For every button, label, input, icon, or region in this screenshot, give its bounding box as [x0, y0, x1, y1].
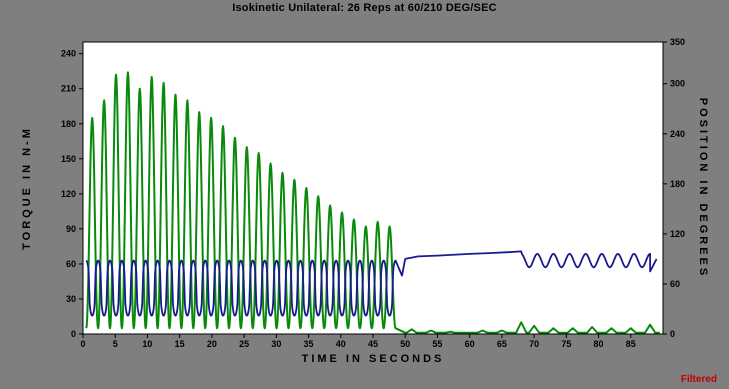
y-tick-label: 180: [61, 119, 76, 129]
y-tick-label: 60: [66, 259, 76, 269]
y-tick-label: 90: [66, 224, 76, 234]
y-tick-label: 30: [66, 294, 76, 304]
y2-tick-label: 300: [670, 79, 685, 89]
x-tick-label: 65: [497, 339, 507, 349]
plot-area: [83, 42, 663, 334]
x-axis-label: TIME IN SECONDS: [302, 353, 445, 365]
y-tick-label: 210: [61, 84, 76, 94]
y-tick-label: 0: [71, 329, 76, 339]
x-tick-label: 75: [561, 339, 571, 349]
y2-tick-label: 350: [670, 37, 685, 47]
x-tick-label: 5: [113, 339, 118, 349]
x-tick-label: 70: [529, 339, 539, 349]
x-tick-label: 50: [400, 339, 410, 349]
x-tick-label: 60: [465, 339, 475, 349]
x-tick-label: 20: [207, 339, 217, 349]
x-tick-label: 25: [239, 339, 249, 349]
y-tick-label: 150: [61, 154, 76, 164]
x-tick-label: 15: [175, 339, 185, 349]
x-tick-label: 80: [594, 339, 604, 349]
position-series-line: [85, 250, 658, 317]
y-axis-label: TORQUE IN N-M: [21, 126, 33, 250]
y-tick-label: 120: [61, 189, 76, 199]
x-tick-label: 35: [304, 339, 314, 349]
y2-axis-label: POSITION IN DEGREES: [697, 98, 709, 278]
chart-title: Isokinetic Unilateral: 26 Reps at 60/210…: [232, 2, 497, 14]
y2-tick-label: 180: [670, 179, 685, 189]
y2-tick-label: 0: [670, 329, 675, 339]
x-tick-label: 40: [336, 339, 346, 349]
y2-tick-label: 240: [670, 129, 685, 139]
x-tick-label: 10: [142, 339, 152, 349]
y-tick-label: 240: [61, 49, 76, 59]
x-tick-label: 30: [271, 339, 281, 349]
y2-tick-label: 120: [670, 229, 685, 239]
torque-series-line: [85, 71, 660, 334]
x-tick-label: 45: [368, 339, 378, 349]
y2-tick-label: 60: [670, 279, 680, 289]
filtered-status-label: Filtered: [680, 374, 717, 385]
x-tick-label: 55: [432, 339, 442, 349]
x-tick-label: 85: [626, 339, 636, 349]
x-tick-label: 0: [80, 339, 85, 349]
